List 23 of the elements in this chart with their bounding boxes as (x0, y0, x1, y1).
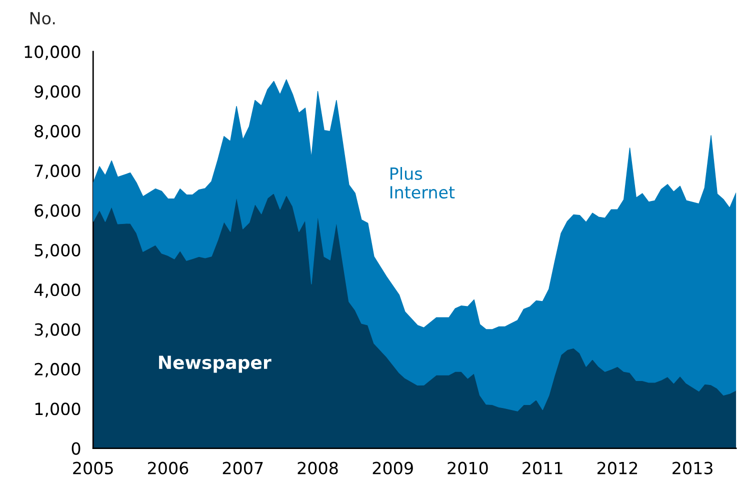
y-tick-label: 8,000 (34, 124, 80, 140)
x-tick-label: 2011 (522, 462, 562, 474)
x-tick-label: 2006 (148, 462, 188, 474)
y-tick-label: 7,000 (34, 164, 80, 179)
x-tick-label: 2005 (73, 462, 113, 474)
y-tick-label: 1,000 (35, 402, 80, 417)
y-tick-label: 5,000 (34, 244, 80, 258)
y-tick-label: 9,000 (34, 85, 80, 100)
series-label: Newspaper (159, 356, 272, 373)
x-tick-label: 2009 (372, 462, 413, 474)
y-tick-label: 3,000 (34, 323, 80, 338)
y-axis-title: No. (30, 12, 55, 25)
y-tick-label: 10,000 (24, 46, 80, 60)
x-tick-label: 2010 (448, 462, 488, 474)
y-tick-label: 6,000 (34, 204, 80, 219)
y-tick-label: 0 (72, 442, 80, 455)
series-label: Plus Internet (390, 167, 455, 199)
x-tick-label: 2013 (672, 462, 712, 474)
x-tick-label: 2008 (298, 462, 338, 474)
x-tick-label: 2012 (597, 462, 638, 474)
y-tick-label: 2,000 (34, 362, 80, 378)
x-tick-label: 2007 (222, 462, 263, 474)
y-tick-label: 4,000 (34, 284, 80, 298)
